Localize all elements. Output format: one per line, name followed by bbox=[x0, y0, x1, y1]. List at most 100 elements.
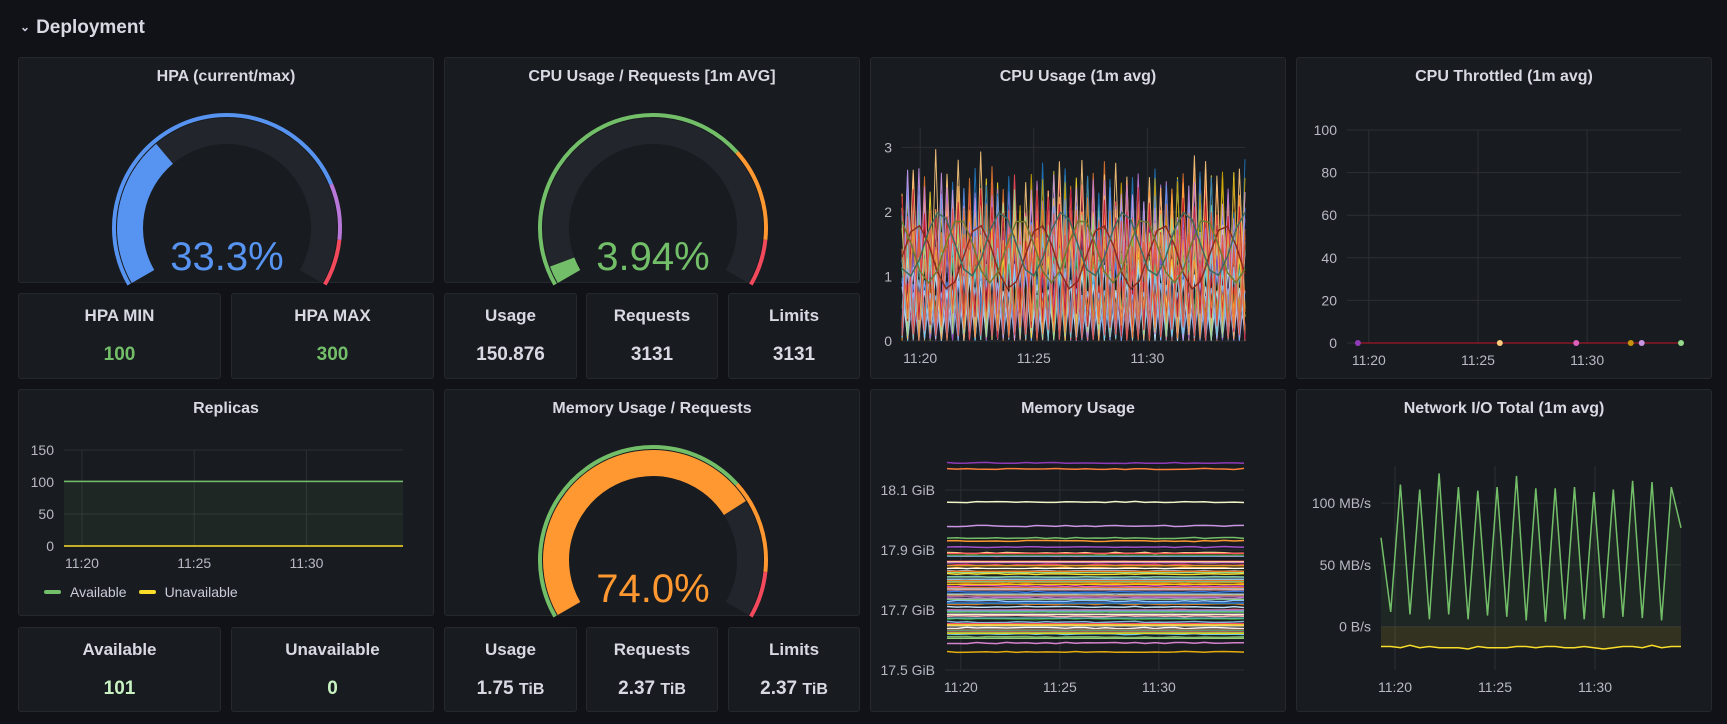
gauge-value-arc bbox=[117, 143, 174, 283]
panel-title: CPU Usage (1m avg) bbox=[999, 68, 1157, 85]
y-tick-label: 17.9 GiB bbox=[881, 542, 935, 558]
gauge-threshold-arc bbox=[329, 183, 342, 241]
series-line bbox=[946, 524, 1245, 528]
series-line bbox=[946, 539, 1245, 543]
panel-cpu-gauge[interactable]: CPU Usage / Requests [1m AVG] 3.94% bbox=[444, 57, 860, 286]
chart-replicas: 0 50 100 150 11:20 11:25 11:30 bbox=[31, 442, 403, 571]
series-line bbox=[946, 590, 1245, 594]
gauge-threshold-arc bbox=[112, 113, 334, 286]
legend-item-unavailable[interactable]: Unavailable bbox=[138, 584, 238, 600]
legend-item-available[interactable]: Available bbox=[44, 584, 127, 600]
data-point bbox=[1638, 340, 1645, 346]
gauge-threshold-arc bbox=[323, 239, 342, 286]
panel-title: CPU Usage / Requests [1m AVG] bbox=[528, 68, 776, 85]
stat-label: Requests bbox=[613, 306, 691, 325]
stat-label: Usage bbox=[484, 306, 537, 325]
series-area bbox=[1381, 626, 1681, 649]
gauge-hpa: 33.3% bbox=[112, 113, 342, 286]
data-point bbox=[1573, 340, 1580, 346]
series-line bbox=[901, 224, 1246, 291]
stat-value: 101 bbox=[103, 678, 136, 699]
row-header-deployment[interactable]: ⌄ Deployment bbox=[20, 14, 145, 42]
gauge-threshold-arc bbox=[538, 113, 739, 286]
legend-swatch bbox=[44, 590, 61, 594]
stat-value: 2.37 TiB bbox=[587, 678, 717, 700]
series-line bbox=[946, 500, 1245, 504]
data-point bbox=[1496, 340, 1503, 346]
stat-mem-limits[interactable]: Limits 2.37 TiB bbox=[728, 627, 860, 712]
stat-unavailable[interactable]: Unavailable 0 bbox=[231, 627, 434, 712]
gauge-value-text: 3.94% bbox=[596, 235, 709, 279]
panel-cpu-throttled[interactable]: CPU Throttled (1m avg) 0 20 40 60 80 100 11:20… bbox=[1296, 57, 1712, 379]
panel-network-io[interactable]: Network I/O Total (1m avg) 0 B/s 50 MB/s 1… bbox=[1296, 389, 1712, 712]
x-tick-label: 11:30 bbox=[1130, 350, 1164, 366]
stat-cpu-requests[interactable]: Requests 3131 bbox=[586, 293, 718, 379]
stat-cpu-usage[interactable]: Usage 150.876 bbox=[444, 293, 577, 379]
x-tick-label: 11:25 bbox=[177, 555, 211, 571]
stat-label: Limits bbox=[768, 640, 820, 659]
stat-mem-requests[interactable]: Requests 2.37 TiB bbox=[586, 627, 718, 712]
legend-label: Available bbox=[70, 584, 127, 600]
panel-title: Replicas bbox=[193, 400, 259, 417]
stat-label: Requests bbox=[613, 640, 691, 659]
y-tick-label: 17.7 GiB bbox=[881, 602, 935, 618]
row-title: Deployment bbox=[36, 17, 145, 38]
y-tick-label: 60 bbox=[1321, 207, 1337, 223]
y-tick-label: 0 bbox=[46, 538, 54, 554]
stat-value: 3131 bbox=[630, 344, 674, 365]
stat-label: Available bbox=[82, 640, 157, 659]
y-tick-label: 0 bbox=[884, 333, 892, 349]
gauge-value-text: 74.0% bbox=[596, 567, 709, 611]
gauge-value-text: 33.3% bbox=[170, 235, 283, 279]
x-tick-label: 11:30 bbox=[1570, 352, 1604, 368]
series-line bbox=[946, 620, 1245, 624]
stat-value: 2.37 TiB bbox=[729, 678, 859, 700]
panel-cpu-usage[interactable]: CPU Usage (1m avg) 0 1 2 3 11:20 11:25 11:30 bbox=[870, 57, 1286, 379]
y-tick-label: 80 bbox=[1321, 165, 1337, 181]
value-number: 2.37 bbox=[618, 678, 656, 699]
value-unit: TiB bbox=[802, 681, 828, 698]
panel-replicas[interactable]: Replicas 0 50 100 150 11:20 11:25 11:30 Availa… bbox=[18, 389, 434, 616]
y-tick-label: 20 bbox=[1321, 292, 1337, 308]
stat-mem-usage[interactable]: Usage 1.75 TiB bbox=[444, 627, 577, 712]
y-tick-label: 3 bbox=[884, 139, 892, 155]
value-number: 1.75 bbox=[476, 678, 514, 699]
panel-memory-usage[interactable]: Memory Usage 17.5 GiB 17.7 GiB 17.9 GiB 18.… bbox=[870, 389, 1286, 712]
value-unit: TiB bbox=[660, 681, 686, 698]
series-line-receive bbox=[1380, 473, 1682, 622]
gauge-cpu: 3.94% bbox=[538, 113, 768, 286]
gauge-value-arc bbox=[549, 257, 581, 283]
series-line bbox=[947, 626, 1245, 630]
series-line bbox=[946, 605, 1245, 609]
y-tick-label: 0 B/s bbox=[1339, 619, 1371, 635]
y-tick-label: 100 bbox=[1314, 122, 1338, 138]
y-tick-label: 100 MB/s bbox=[1312, 495, 1371, 511]
panel-title: Network I/O Total (1m avg) bbox=[1403, 400, 1605, 417]
series-line bbox=[946, 461, 1245, 465]
stat-value: 100 bbox=[103, 344, 136, 365]
stat-hpa-max[interactable]: HPA MAX 300 bbox=[231, 293, 434, 379]
chart-memory-usage: 17.5 GiB 17.7 GiB 17.9 GiB 18.1 GiB 11:20 11:… bbox=[881, 461, 1245, 695]
y-tick-label: 17.5 GiB bbox=[881, 662, 935, 678]
x-tick-label: 11:30 bbox=[289, 555, 323, 571]
series-line bbox=[946, 596, 1245, 600]
stat-label: HPA MIN bbox=[84, 306, 155, 325]
panel-memory-gauge[interactable]: Memory Usage / Requests 74.0% bbox=[444, 389, 860, 618]
series-line bbox=[901, 208, 1246, 341]
panel-hpa-gauge[interactable]: HPA (current/max) 33.3% bbox=[18, 57, 434, 286]
gauge-background bbox=[543, 118, 763, 283]
x-tick-label: 11:25 bbox=[1461, 352, 1495, 368]
y-tick-label: 2 bbox=[884, 204, 892, 220]
stat-hpa-min[interactable]: HPA MIN 100 bbox=[18, 293, 221, 379]
x-tick-label: 11:20 bbox=[65, 555, 99, 571]
stat-available[interactable]: Available 101 bbox=[18, 627, 221, 712]
x-tick-label: 11:20 bbox=[903, 350, 937, 366]
stat-cpu-limits[interactable]: Limits 3131 bbox=[728, 293, 860, 379]
stat-value: 300 bbox=[316, 344, 349, 365]
panel-title: Memory Usage / Requests bbox=[552, 400, 752, 417]
stat-label: HPA MAX bbox=[294, 306, 371, 325]
y-tick-label: 150 bbox=[31, 442, 55, 458]
x-tick-label: 11:25 bbox=[1017, 350, 1051, 366]
y-tick-label: 18.1 GiB bbox=[881, 482, 935, 498]
y-tick-label: 40 bbox=[1321, 250, 1337, 266]
